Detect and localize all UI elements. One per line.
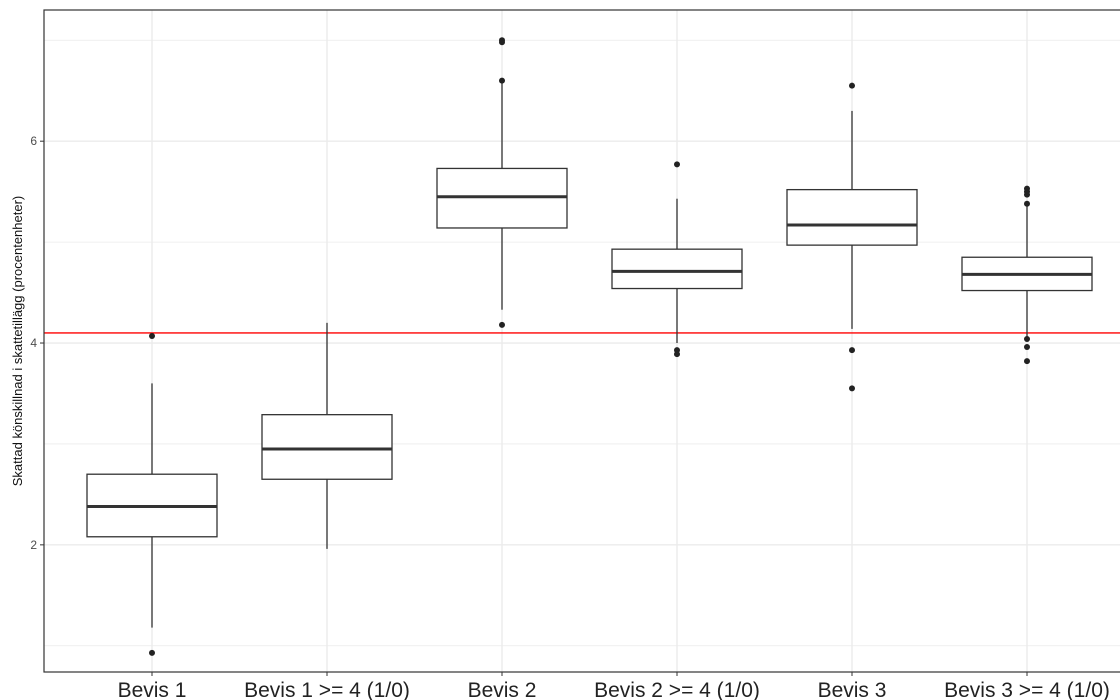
- y-tick-label: 6: [30, 134, 37, 148]
- y-tick-label: 4: [30, 336, 37, 350]
- x-tick-label: Bevis 1: [118, 679, 187, 700]
- box-rect: [261, 414, 393, 480]
- outlier-point: [674, 161, 680, 168]
- x-tick-label: Bevis 1 >= 4 (1/0): [244, 679, 410, 700]
- outlier-point: [674, 347, 680, 354]
- boxes-layer: [86, 37, 1093, 656]
- x-axis-ticks: Bevis 1 Bevis 1 >= 4 (1/0) Bevis 2 Bevis 2 …: [118, 672, 1110, 700]
- outlier-point: [849, 347, 855, 354]
- outlier-point: [499, 37, 505, 44]
- box-rect: [436, 167, 568, 229]
- y-axis-ticks: 2 4 6: [30, 134, 44, 552]
- outlier-point: [1024, 335, 1030, 342]
- y-tick-label: 2: [30, 538, 37, 552]
- y-axis-label: Skattad könskillnad i skattetillägg (pro…: [10, 196, 25, 487]
- outlier-point: [149, 649, 155, 656]
- outlier-point: [1024, 358, 1030, 365]
- box-rect: [786, 188, 918, 246]
- box-1: [86, 332, 218, 656]
- outlier-point: [499, 77, 505, 84]
- outlier-point: [149, 332, 155, 339]
- box-3: [436, 37, 568, 328]
- outlier-point: [1024, 344, 1030, 351]
- panel-border: [43, 9, 1120, 673]
- box-6: [961, 185, 1093, 365]
- outlier-point: [499, 321, 505, 328]
- outlier-point: [1024, 200, 1030, 207]
- box-5: [786, 82, 918, 392]
- box-rect: [611, 248, 743, 290]
- box-2: [261, 322, 393, 549]
- panel-border-layer: [43, 9, 1120, 673]
- x-tick-label: Bevis 3: [818, 679, 887, 700]
- box-4: [611, 161, 743, 358]
- x-tick-label: Bevis 2: [468, 679, 537, 700]
- outlier-point: [849, 385, 855, 392]
- x-tick-label: Bevis 2 >= 4 (1/0): [594, 679, 760, 700]
- outlier-point: [849, 82, 855, 89]
- x-tick-label: Bevis 3 >= 4 (1/0): [944, 679, 1110, 700]
- grid-lines: [44, 10, 1120, 672]
- outlier-point: [1024, 185, 1030, 192]
